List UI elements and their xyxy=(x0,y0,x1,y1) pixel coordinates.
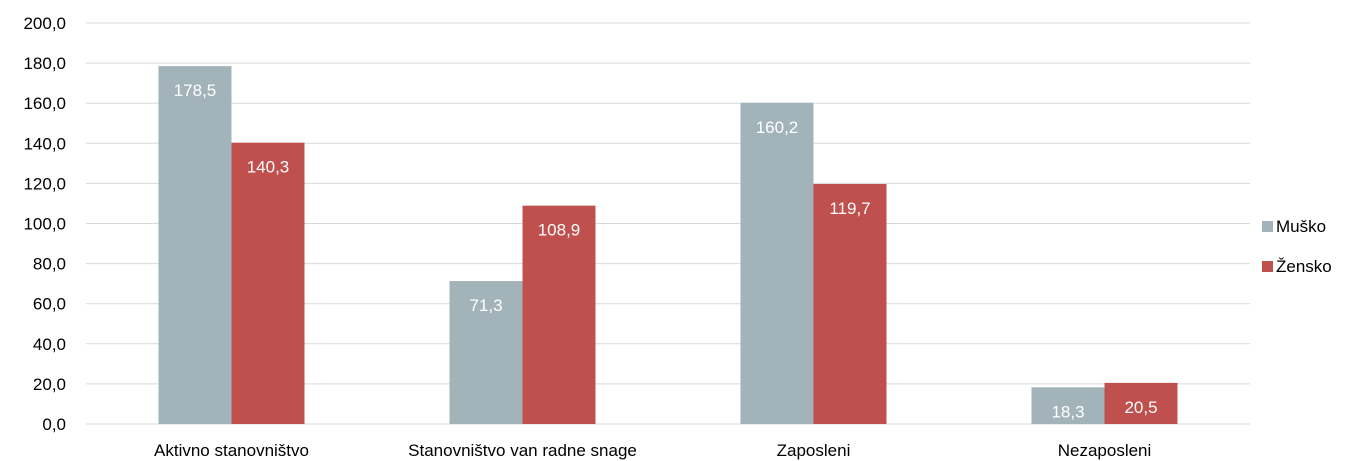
data-label: 160,2 xyxy=(756,118,799,137)
data-label: 119,7 xyxy=(829,199,870,218)
bar xyxy=(813,184,887,424)
y-tick-label: 0,0 xyxy=(42,415,66,434)
bar xyxy=(1104,382,1178,424)
x-axis: Aktivno stanovništvo Stanovništvo van rad… xyxy=(154,441,1151,460)
y-tick-label: 180,0 xyxy=(23,54,66,73)
y-tick-label: 80,0 xyxy=(33,255,66,274)
legend-label: Muško xyxy=(1276,217,1326,236)
y-axis: 0,0 20,0 40,0 60,0 80,0 100,0 120,0 140,0 160,0 1… xyxy=(23,14,66,434)
y-tick-label: 140,0 xyxy=(23,134,66,153)
bar xyxy=(522,205,596,424)
data-label: 140,3 xyxy=(247,158,290,177)
bar xyxy=(740,102,814,424)
y-tick-label: 100,0 xyxy=(23,215,66,234)
data-label: 20,5 xyxy=(1124,398,1157,417)
y-tick-label: 160,0 xyxy=(23,94,66,113)
data-label: 71,3 xyxy=(469,296,502,315)
data-label: 108,9 xyxy=(538,221,581,240)
y-tick-label: 200,0 xyxy=(23,14,66,33)
y-tick-label: 40,0 xyxy=(33,335,66,354)
legend-swatch xyxy=(1262,261,1273,272)
y-tick-label: 60,0 xyxy=(33,295,66,314)
data-label: 178,5 xyxy=(174,81,217,100)
y-tick-label: 120,0 xyxy=(23,174,66,193)
bar xyxy=(449,281,523,424)
bar xyxy=(231,142,305,425)
bars: 178,5 140,3 71,3 108,9 160,2 119,7 18,3 20,5 xyxy=(158,66,1178,425)
bar xyxy=(1031,387,1105,424)
data-label: 18,3 xyxy=(1051,402,1084,421)
y-tick-label: 20,0 xyxy=(33,375,66,394)
x-tick-label: Nezaposleni xyxy=(1058,441,1152,460)
legend-label: Žensko xyxy=(1276,257,1332,276)
bar xyxy=(158,66,232,425)
legend: Muško Žensko xyxy=(1262,217,1332,276)
x-tick-label: Zaposleni xyxy=(777,441,851,460)
x-tick-label: Aktivno stanovništvo xyxy=(154,441,309,460)
x-tick-label: Stanovništvo van radne snage xyxy=(408,441,637,460)
legend-swatch xyxy=(1262,221,1273,232)
